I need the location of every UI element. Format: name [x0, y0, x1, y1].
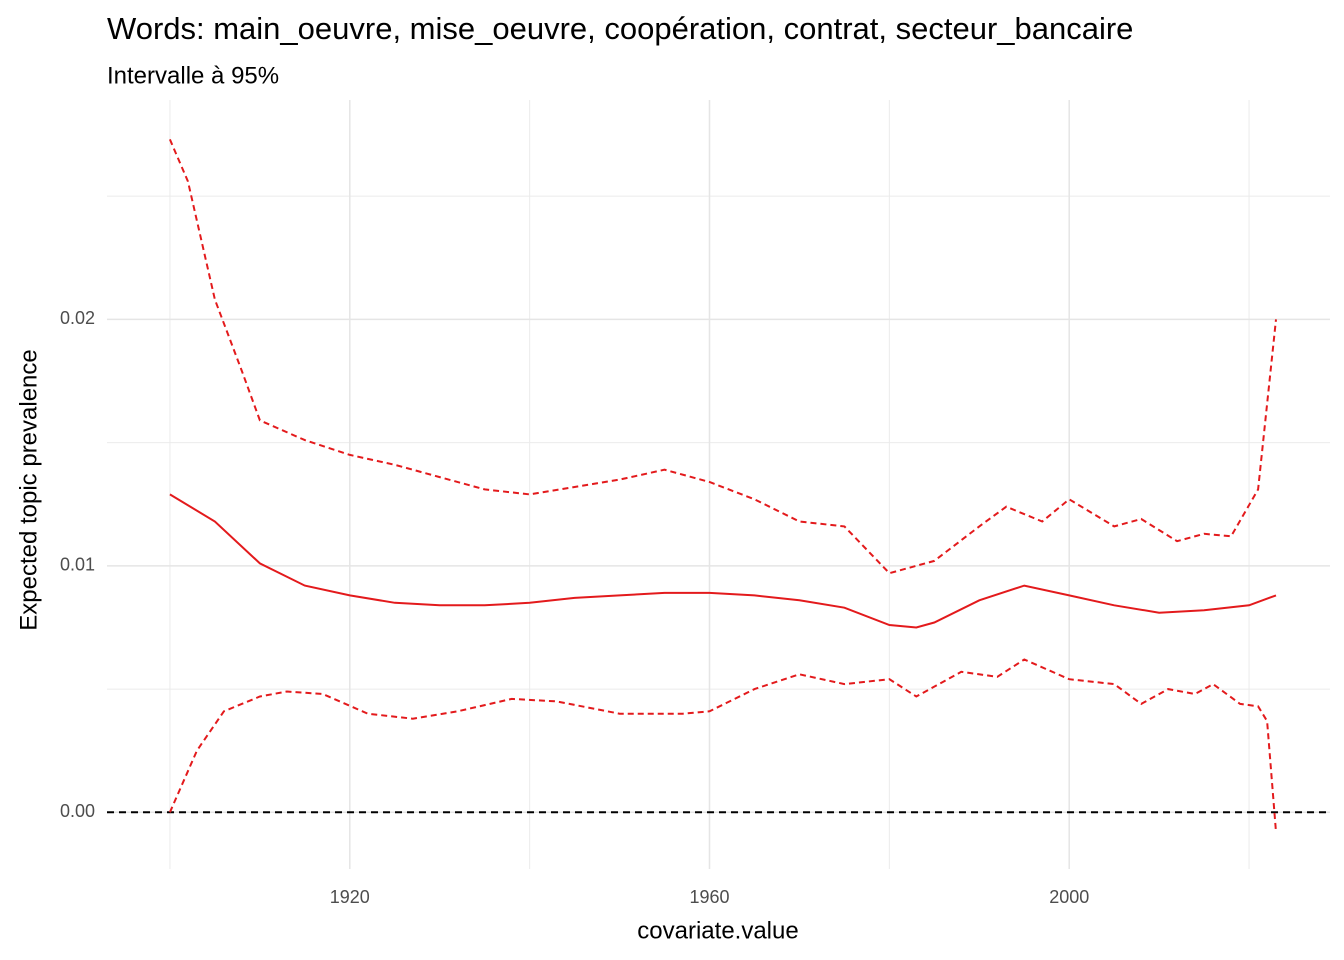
- line-series: [168, 139, 1277, 575]
- x-tick-label: 2000: [1049, 887, 1089, 907]
- chart-subtitle: Intervalle à 95%: [107, 62, 279, 89]
- x-tick-label: 1960: [689, 887, 729, 907]
- y-tick-label: 0.02: [60, 308, 95, 328]
- x-tick-label: 1920: [330, 887, 370, 907]
- line-series: [169, 493, 1277, 629]
- y-axis-label: Expected topic prevalence: [15, 349, 42, 631]
- chart-title: Words: main_oeuvre, mise_oeuvre, coopéra…: [107, 11, 1133, 46]
- x-axis-label: covariate.value: [637, 917, 798, 944]
- line-series: [168, 658, 1277, 833]
- y-tick-label: 0.00: [60, 801, 95, 821]
- y-tick-label: 0.01: [60, 555, 95, 575]
